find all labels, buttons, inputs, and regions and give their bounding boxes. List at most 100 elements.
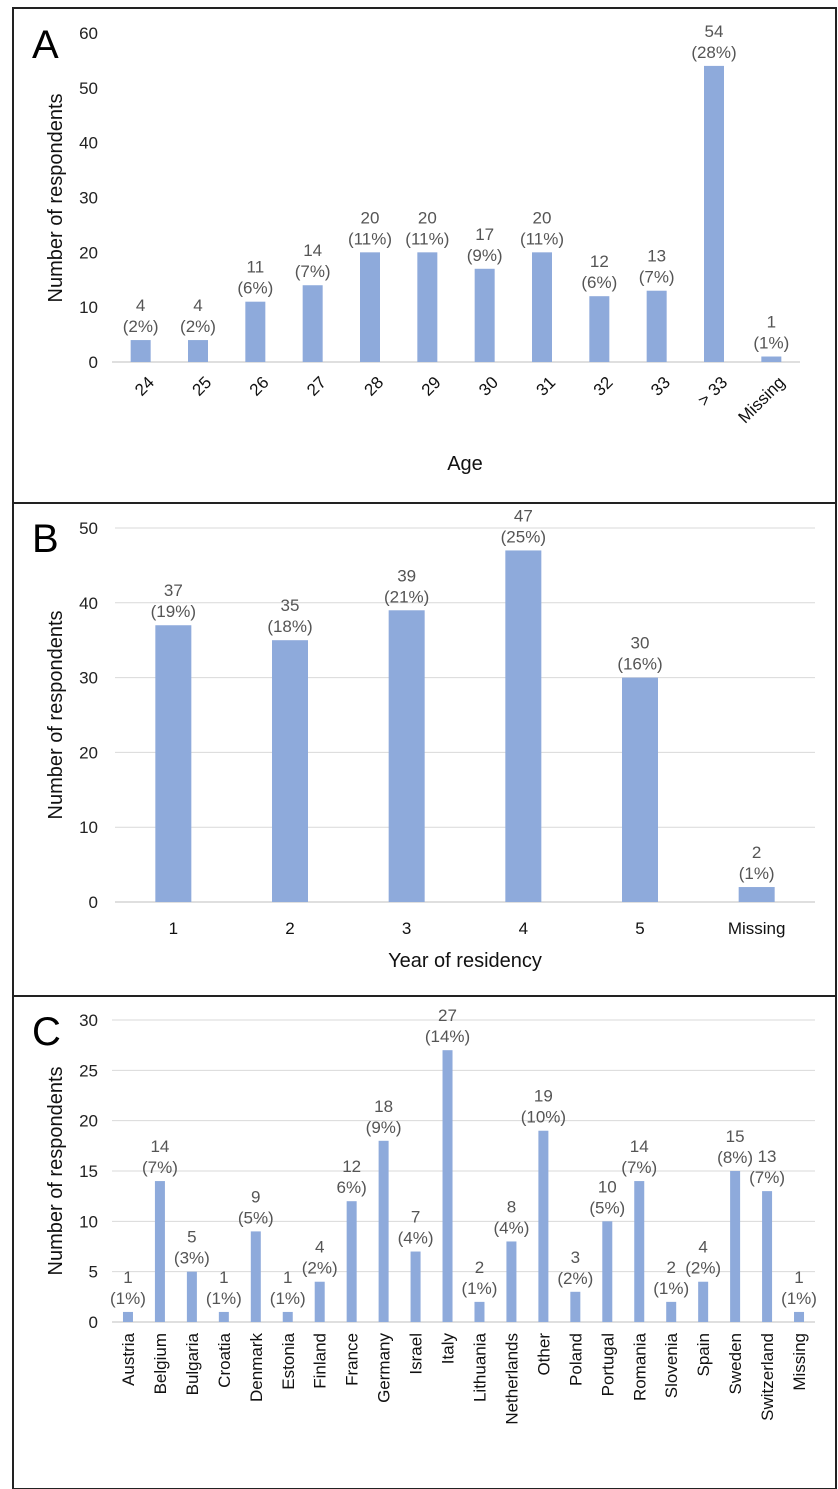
panel-c-bar	[666, 1301, 677, 1322]
panel-b-value-label: 2	[752, 843, 761, 862]
panel-b-percent-label: (19%)	[151, 602, 196, 621]
panel-c-bar	[122, 1311, 133, 1322]
panel-c-value-label: 1	[283, 1268, 292, 1287]
panel-c-percent-label: (8%)	[717, 1148, 753, 1167]
panel-a-percent-label: (7%)	[295, 262, 331, 281]
panel-a-y-tick-label: 30	[79, 189, 98, 208]
panel-c-value-label: 7	[411, 1208, 420, 1227]
panel-a-bar	[704, 65, 724, 363]
panel-a-value-label: 54	[705, 22, 724, 41]
panel-c-value-label: 19	[534, 1087, 553, 1106]
panel-b-value-label: 39	[397, 566, 416, 585]
panel-b-y-tick-label: 50	[79, 519, 98, 538]
panel-b-percent-label: (21%)	[384, 587, 429, 606]
panel-c-percent-label: (10%)	[521, 1108, 566, 1127]
panel-b-percent-label: (18%)	[267, 617, 312, 636]
panel-a-bar	[474, 268, 495, 362]
panel-c-y-tick-label: 5	[89, 1263, 98, 1282]
panel-a-bar	[245, 301, 266, 362]
panel-c-bar	[634, 1181, 645, 1322]
panel-c-category-label: Other	[534, 1333, 553, 1376]
panel-c-category-label: Netherlands	[502, 1333, 521, 1425]
panel-a-percent-label: (11%)	[405, 229, 449, 248]
panel-c-category-label: Sweden	[726, 1333, 745, 1394]
panel-b-y-tick-label: 20	[79, 743, 98, 762]
panel-c-category-label: Spain	[694, 1333, 713, 1376]
panel-b-category-label: Missing	[728, 919, 786, 938]
panel-c-y-tick-label: 10	[79, 1212, 98, 1231]
panel-a-y-tick-label: 40	[79, 134, 98, 153]
panel-a-bar	[188, 340, 208, 362]
panel-c-percent-label: (1%)	[206, 1289, 242, 1308]
panel-b-y-tick-label: 10	[79, 818, 98, 837]
panel-b-bar	[388, 610, 425, 902]
panel-c-value-label: 4	[315, 1238, 324, 1257]
panel-c-value-label: 3	[571, 1248, 580, 1267]
panel-c-bar	[506, 1241, 517, 1322]
panel-c-percent-label: (5%)	[589, 1198, 625, 1217]
panel-c-percent-label: (2%)	[557, 1269, 593, 1288]
panel-b-category-label: 5	[635, 919, 644, 938]
panel-c-category-label: Poland	[566, 1333, 585, 1386]
panel-b-category-label: 2	[285, 919, 294, 938]
panel-a-value-label: 11	[247, 258, 265, 277]
panel-a-percent-label: (2%)	[180, 317, 216, 336]
panel-c-bar	[794, 1311, 805, 1322]
panel-c-bar	[474, 1301, 485, 1322]
panel-c-value-label: 1	[123, 1268, 132, 1287]
panel-c-category-label: France	[343, 1333, 362, 1386]
panel-c-bar	[538, 1130, 549, 1322]
panel-c-percent-label: (7%)	[621, 1158, 657, 1177]
panel-b-category-label: 1	[169, 919, 178, 938]
panel-b-value-label: 37	[164, 581, 183, 600]
panel-a-value-label: 20	[533, 208, 552, 227]
panel-c-category-label: Austria	[119, 1332, 138, 1385]
panel-c-category-label: Missing	[790, 1333, 809, 1391]
panel-a-percent-label: (28%)	[691, 43, 736, 62]
panel-c-category-label: Romania	[630, 1332, 649, 1401]
panel-c-percent-label: (7%)	[142, 1158, 178, 1177]
panel-b-percent-label: (25%)	[501, 527, 546, 546]
panel-c-percent-label: (14%)	[425, 1027, 470, 1046]
panel-c-value-label: 27	[438, 1006, 457, 1025]
panel-c-value-label: 15	[726, 1127, 745, 1146]
panel-a-y-tick-label: 20	[79, 243, 98, 262]
panel-c-frame	[12, 995, 837, 1489]
panel-c-category-label: Croatia	[215, 1332, 234, 1387]
panel-c-percent-label: (1%)	[270, 1289, 306, 1308]
panel-c-category-label: Italy	[439, 1333, 458, 1365]
panel-c-category-label: Bulgaria	[183, 1332, 202, 1395]
panel-c-category-label: Slovenia	[662, 1332, 681, 1398]
panel-a-y-tick-label: 10	[79, 298, 98, 317]
panel-c-y-tick-label: 30	[79, 1011, 98, 1030]
panel-c-percent-label: (2%)	[685, 1259, 721, 1278]
panel-c-value-label: 1	[794, 1268, 803, 1287]
panel-a-percent-label: (1%)	[753, 334, 789, 353]
panel-a-y-tick-label: 60	[79, 24, 98, 43]
panel-a-value-label: 1	[767, 313, 776, 332]
panel-c-category-label: Estonia	[279, 1332, 298, 1389]
panel-c-letter: C	[32, 1010, 61, 1054]
panel-a-bar	[360, 252, 380, 362]
panel-c-category-label: Finland	[311, 1333, 330, 1389]
panel-c-y-tick-label: 25	[79, 1061, 98, 1080]
panel-c-y-axis-title: Number of respondents	[45, 1066, 67, 1275]
panel-a-value-label: 20	[418, 208, 437, 227]
panel-c-percent-label: (1%)	[462, 1279, 498, 1298]
panel-c-value-label: 2	[666, 1258, 675, 1277]
panel-c-category-label: Switzerland	[758, 1333, 777, 1421]
panel-a-percent-label: (7%)	[639, 268, 675, 287]
panel-b-value-label: 30	[631, 634, 650, 653]
panel-b-y-tick-label: 0	[89, 893, 98, 912]
panel-c-percent-label: 6%)	[337, 1178, 367, 1197]
panel-a-percent-label: (6%)	[237, 279, 273, 298]
panel-a-y-tick-label: 0	[89, 353, 98, 372]
panel-c-percent-label: (5%)	[238, 1208, 274, 1227]
panel-b-y-tick-label: 30	[79, 669, 98, 688]
panel-c-value-label: 8	[507, 1197, 516, 1216]
panel-c-category-label: Israel	[407, 1333, 426, 1375]
panel-c-value-label: 2	[475, 1258, 484, 1277]
panel-c-value-label: 14	[150, 1137, 169, 1156]
panel-a-y-axis-title: Number of respondents	[45, 93, 67, 302]
